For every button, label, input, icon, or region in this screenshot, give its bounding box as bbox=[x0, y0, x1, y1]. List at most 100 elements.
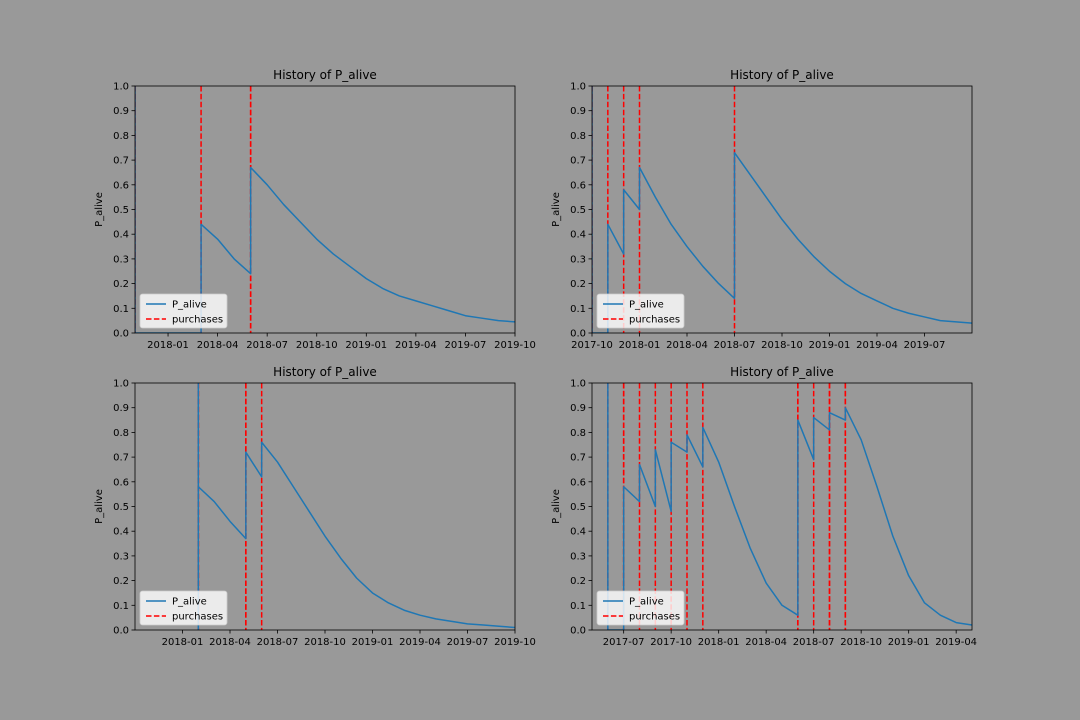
y-tick-label: 0.3 bbox=[570, 551, 586, 562]
x-tick-label: 2019-10 bbox=[494, 340, 536, 351]
x-tick-label: 2018-07 bbox=[246, 340, 288, 351]
legend-box bbox=[596, 293, 685, 329]
x-tick-label: 2018-01 bbox=[619, 340, 661, 351]
y-tick-label: 0.5 bbox=[570, 205, 586, 216]
y-tick-label: 0.0 bbox=[113, 626, 129, 637]
y-tick-label: 0.8 bbox=[113, 428, 129, 439]
y-tick-label: 0.6 bbox=[113, 180, 129, 191]
y-tick-label: 0.6 bbox=[570, 180, 586, 191]
x-tick-label: 2019-04 bbox=[399, 637, 441, 648]
y-tick-label: 0.1 bbox=[570, 304, 586, 315]
x-tick-label: 2019-04 bbox=[856, 340, 898, 351]
y-tick-label: 1.0 bbox=[113, 82, 129, 93]
y-tick-label: 0.1 bbox=[113, 601, 129, 612]
chart-title: History of P_alive bbox=[273, 68, 377, 82]
legend-label: P_alive bbox=[172, 300, 207, 311]
x-tick-label: 2018-04 bbox=[745, 637, 787, 648]
y-tick-label: 0.9 bbox=[570, 403, 586, 414]
x-tick-label: 2018-10 bbox=[296, 340, 338, 351]
y-tick-label: 0.4 bbox=[570, 527, 586, 538]
plot-area bbox=[607, 383, 972, 630]
y-tick-label: 0.7 bbox=[570, 453, 586, 464]
x-tick-label: 2019-04 bbox=[395, 340, 437, 351]
y-tick-label: 0.2 bbox=[113, 576, 129, 587]
y-tick-label: 1.0 bbox=[570, 82, 586, 93]
legend-box bbox=[596, 590, 685, 626]
x-tick-label: 2018-07 bbox=[793, 637, 835, 648]
y-tick-label: 0.6 bbox=[113, 477, 129, 488]
legend-label: purchases bbox=[629, 315, 680, 326]
y-tick-label: 0.0 bbox=[113, 329, 129, 340]
y-axis-label: P_alive bbox=[551, 192, 562, 227]
x-tick-label: 2018-01 bbox=[147, 340, 189, 351]
series-line bbox=[607, 383, 972, 630]
x-tick-label: 2017-07 bbox=[603, 637, 645, 648]
plot-area bbox=[592, 86, 972, 333]
y-tick-label: 0.5 bbox=[113, 205, 129, 216]
x-tick-label: 2019-01 bbox=[345, 340, 387, 351]
legend-label: purchases bbox=[629, 612, 680, 623]
y-tick-label: 0.0 bbox=[570, 626, 586, 637]
y-tick-label: 0.2 bbox=[113, 279, 129, 290]
x-tick-label: 2019-04 bbox=[935, 637, 977, 648]
legend-box bbox=[139, 293, 228, 329]
x-tick-label: 2018-10 bbox=[761, 340, 803, 351]
legend-label: P_alive bbox=[172, 597, 207, 608]
x-tick-label: 2017-10 bbox=[571, 340, 613, 351]
x-tick-label: 2018-07 bbox=[257, 637, 299, 648]
x-tick-label: 2019-10 bbox=[494, 637, 536, 648]
legend-label: P_alive bbox=[629, 597, 664, 608]
x-tick-label: 2018-04 bbox=[209, 637, 251, 648]
y-tick-label: 0.5 bbox=[113, 502, 129, 513]
legend-box bbox=[139, 590, 228, 626]
y-tick-label: 0.7 bbox=[113, 453, 129, 464]
x-tick-label: 2019-07 bbox=[445, 340, 487, 351]
y-tick-label: 0.0 bbox=[570, 329, 586, 340]
plot-area bbox=[135, 86, 515, 333]
y-tick-label: 0.9 bbox=[113, 106, 129, 117]
y-axis-label: P_alive bbox=[94, 192, 105, 227]
y-tick-label: 0.1 bbox=[570, 601, 586, 612]
y-tick-label: 0.3 bbox=[570, 254, 586, 265]
y-tick-label: 0.7 bbox=[113, 156, 129, 167]
axes-frame bbox=[134, 382, 516, 631]
x-tick-label: 2019-01 bbox=[888, 637, 930, 648]
y-tick-label: 0.1 bbox=[113, 304, 129, 315]
chart-title: History of P_alive bbox=[730, 68, 834, 82]
axes-frame bbox=[591, 382, 973, 631]
y-tick-label: 0.8 bbox=[570, 428, 586, 439]
y-tick-label: 0.9 bbox=[570, 106, 586, 117]
y-tick-label: 0.3 bbox=[113, 254, 129, 265]
y-tick-label: 0.4 bbox=[113, 527, 129, 538]
y-tick-label: 1.0 bbox=[113, 379, 129, 390]
x-tick-label: 2019-07 bbox=[447, 637, 489, 648]
y-tick-label: 0.8 bbox=[113, 131, 129, 142]
y-tick-label: 0.4 bbox=[570, 230, 586, 241]
y-tick-label: 1.0 bbox=[570, 379, 586, 390]
x-tick-label: 2019-01 bbox=[809, 340, 851, 351]
chart-title: History of P_alive bbox=[730, 365, 834, 379]
y-tick-label: 0.2 bbox=[570, 576, 586, 587]
x-tick-label: 2018-04 bbox=[197, 340, 239, 351]
axes-frame bbox=[134, 85, 516, 334]
y-tick-label: 0.8 bbox=[570, 131, 586, 142]
axes-frame bbox=[591, 85, 973, 334]
x-tick-label: 2018-10 bbox=[304, 637, 346, 648]
y-tick-label: 0.9 bbox=[113, 403, 129, 414]
chart-title: History of P_alive bbox=[273, 365, 377, 379]
y-tick-label: 0.4 bbox=[113, 230, 129, 241]
x-tick-label: 2018-01 bbox=[698, 637, 740, 648]
series-line bbox=[592, 86, 972, 333]
legend-label: purchases bbox=[172, 612, 223, 623]
series-line bbox=[135, 86, 515, 333]
y-tick-label: 0.7 bbox=[570, 156, 586, 167]
x-tick-label: 2018-07 bbox=[714, 340, 756, 351]
x-tick-label: 2019-01 bbox=[352, 637, 394, 648]
plot-area bbox=[197, 383, 515, 630]
x-tick-label: 2018-10 bbox=[840, 637, 882, 648]
y-tick-label: 0.3 bbox=[113, 551, 129, 562]
x-tick-label: 2018-01 bbox=[162, 637, 204, 648]
x-tick-label: 2018-04 bbox=[666, 340, 708, 351]
y-tick-label: 0.5 bbox=[570, 502, 586, 513]
